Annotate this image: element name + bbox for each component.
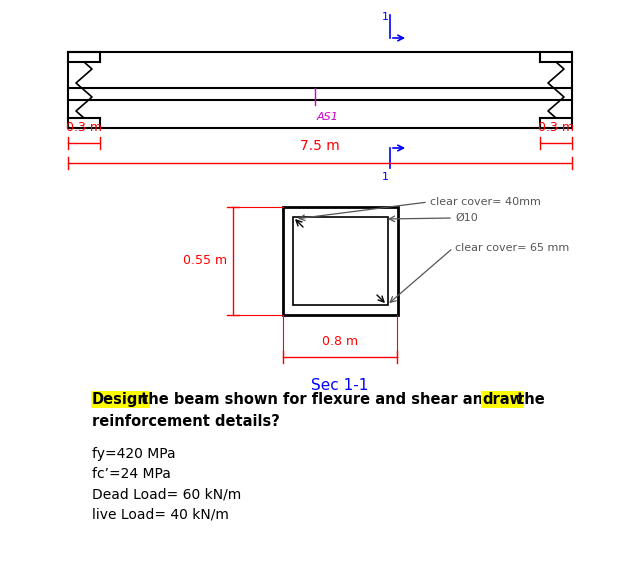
Text: Design: Design [92,392,149,407]
Text: 0.3 m: 0.3 m [538,121,574,134]
Text: 0.55 m: 0.55 m [183,255,227,268]
Text: Ø10: Ø10 [455,213,478,223]
Text: AS1: AS1 [317,112,339,122]
Text: Sec 1-1: Sec 1-1 [311,378,369,392]
Text: 1: 1 [382,172,389,182]
Bar [283,207,398,315]
Text: fc’=24 MPa: fc’=24 MPa [92,467,171,481]
Text: 7.5 m: 7.5 m [300,139,340,153]
Text: live Load= 40 kN/m: live Load= 40 kN/m [92,507,229,521]
Text: clear cover= 65 mm: clear cover= 65 mm [455,243,569,253]
Text: 0.8 m: 0.8 m [322,335,358,348]
Text: draw: draw [482,392,523,407]
Text: clear cover= 40mm: clear cover= 40mm [430,197,541,207]
Text: 1: 1 [382,12,389,22]
Bar [293,217,388,305]
Text: the: the [512,392,545,407]
Text: the beam shown for flexure and shear and: the beam shown for flexure and shear and [136,392,499,407]
Text: 0.3 m: 0.3 m [66,121,102,134]
Text: Dead Load= 60 kN/m: Dead Load= 60 kN/m [92,487,241,501]
Text: fy=420 MPa: fy=420 MPa [92,447,175,461]
Text: reinforcement details?: reinforcement details? [92,414,280,429]
